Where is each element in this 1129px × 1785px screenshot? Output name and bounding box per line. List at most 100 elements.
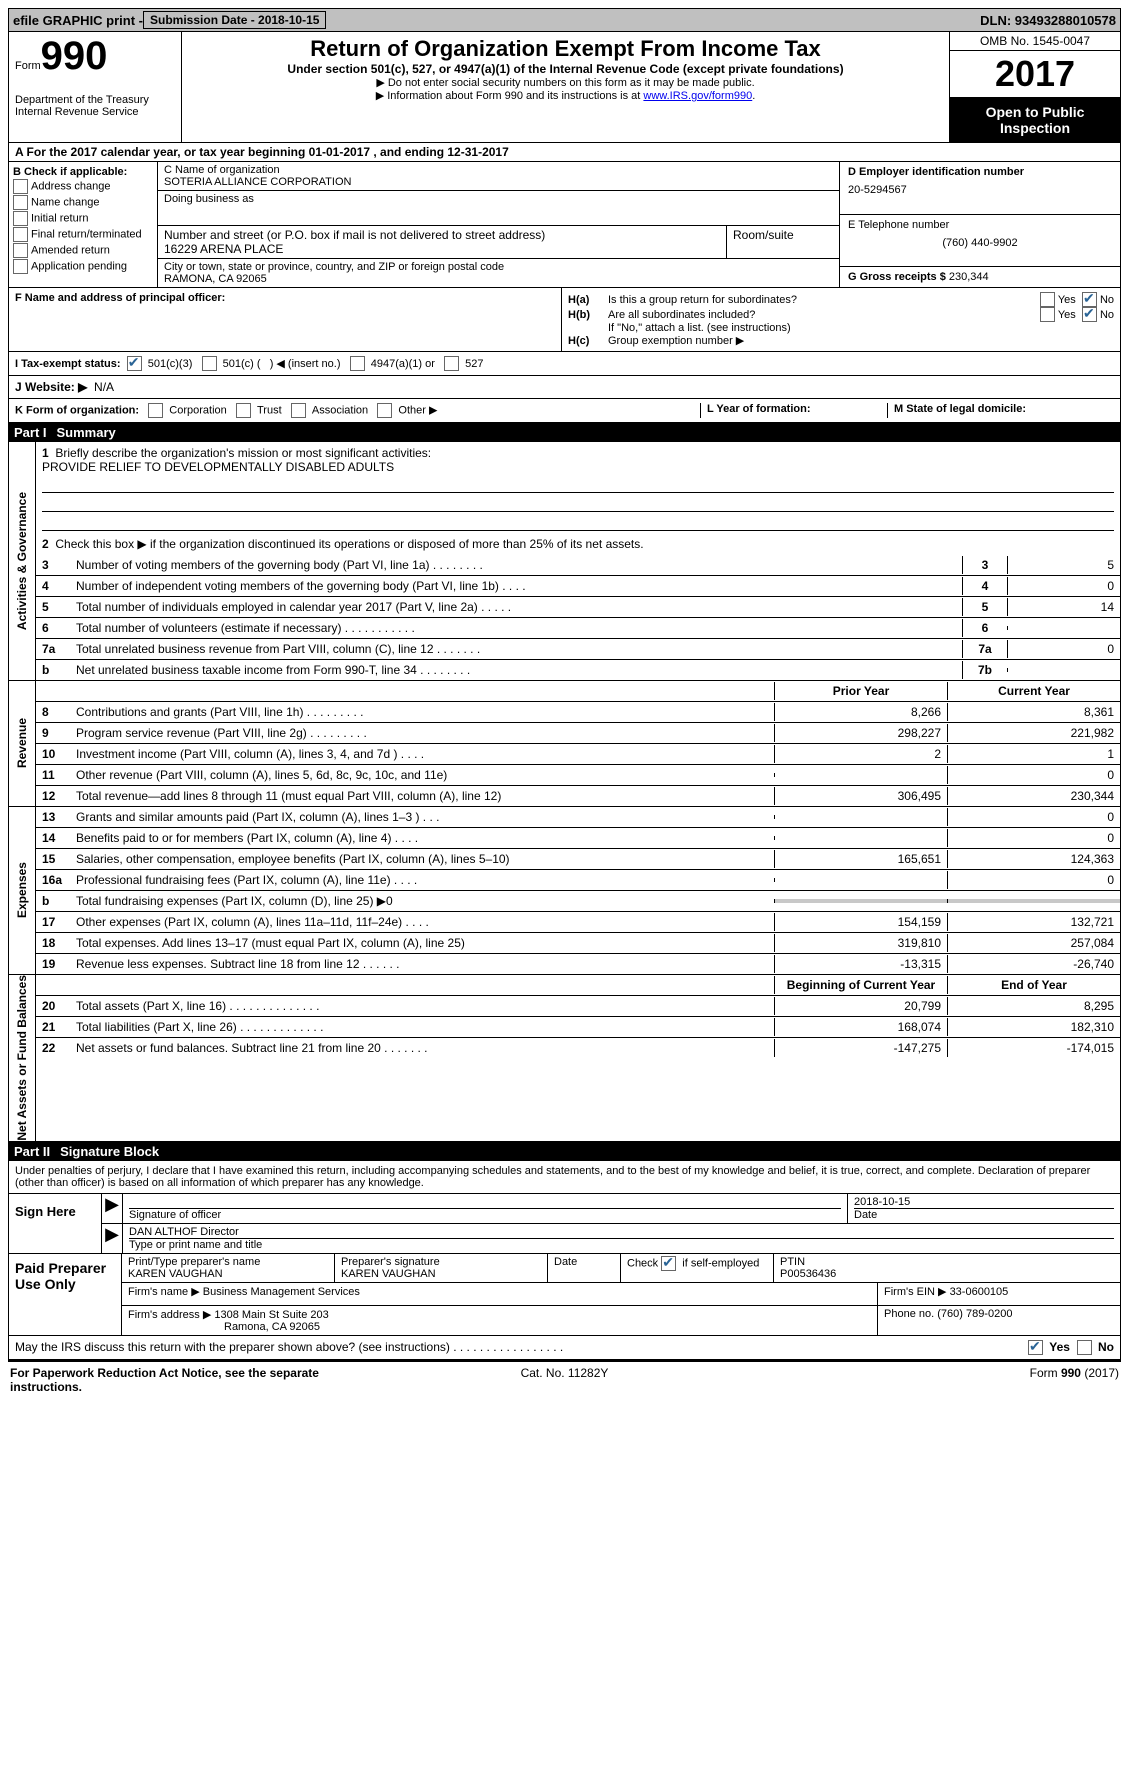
current-year-value: -174,015	[947, 1039, 1120, 1057]
cb-final-return[interactable]	[13, 227, 28, 242]
table-row: 18Total expenses. Add lines 13–17 (must …	[36, 933, 1120, 954]
prep-sig-label: Preparer's signature	[341, 1256, 541, 1268]
cb-association[interactable]	[291, 403, 306, 418]
cat-no: Cat. No. 11282Y	[380, 1366, 750, 1394]
officer-name: DAN ALTHOF Director	[129, 1226, 1114, 1239]
cb-application-pending[interactable]	[13, 259, 28, 274]
current-year-value: -26,740	[947, 955, 1120, 973]
line-num: 12	[36, 787, 72, 805]
opt-application-pending: Application pending	[31, 260, 127, 272]
prep-name: KAREN VAUGHAN	[128, 1268, 328, 1280]
part2-title: Part II	[14, 1144, 60, 1159]
table-row: 8Contributions and grants (Part VIII, li…	[36, 702, 1120, 723]
opt-final-return: Final return/terminated	[31, 228, 142, 240]
block-bcdeg: B Check if applicable: Address change Na…	[8, 162, 1121, 288]
header-note-1: ▶ Do not enter social security numbers o…	[192, 76, 939, 89]
line-desc: Net assets or fund balances. Subtract li…	[72, 1039, 774, 1057]
line-num: 10	[36, 745, 72, 763]
g-label: G Gross receipts $	[848, 271, 946, 283]
opt-501c3: 501(c)(3)	[148, 358, 193, 370]
cb-hb-yes[interactable]	[1040, 307, 1055, 322]
firm-ein: 33-0600105	[950, 1286, 1009, 1298]
line-num: 11	[36, 766, 72, 784]
cb-501c[interactable]	[202, 356, 217, 371]
hb-note: If "No," attach a list. (see instruction…	[568, 322, 1114, 334]
cb-name-change[interactable]	[13, 195, 28, 210]
hc-label: Group exemption number ▶	[608, 335, 744, 347]
row-i: I Tax-exempt status: 501(c)(3) 501(c) ( …	[8, 352, 1121, 376]
line-desc: Investment income (Part VIII, column (A)…	[72, 745, 774, 763]
cb-other[interactable]	[377, 403, 392, 418]
m-label: M State of legal domicile:	[894, 403, 1026, 415]
irs-link[interactable]: www.IRS.gov/form990	[643, 90, 752, 102]
arrow-icon: ▶	[102, 1224, 123, 1253]
cb-501c3[interactable]	[127, 356, 142, 371]
discuss-no: No	[1098, 1340, 1114, 1354]
line-box: 4	[962, 577, 1007, 595]
table-row: 15Salaries, other compensation, employee…	[36, 849, 1120, 870]
table-row: 11Other revenue (Part VIII, column (A), …	[36, 765, 1120, 786]
irs: Internal Revenue Service	[15, 106, 175, 118]
street-address: 16229 ARENA PLACE	[164, 242, 720, 256]
addr-label: Number and street (or P.O. box if mail i…	[164, 228, 720, 242]
current-year-value: 257,084	[947, 934, 1120, 952]
opt-trust: Trust	[257, 404, 282, 416]
ha-yes: Yes	[1058, 294, 1076, 306]
opt-501c-b: ) ◀ (insert no.)	[270, 357, 341, 370]
cb-527[interactable]	[444, 356, 459, 371]
cb-self-employed[interactable]	[661, 1256, 676, 1271]
org-name: SOTERIA ALLIANCE CORPORATION	[164, 176, 833, 188]
cb-discuss-no[interactable]	[1077, 1340, 1092, 1355]
cb-4947[interactable]	[350, 356, 365, 371]
firm-addr-2: Ramona, CA 92065	[128, 1321, 871, 1333]
tab-expenses: Expenses	[15, 862, 29, 918]
line-box: 3	[962, 556, 1007, 574]
firm-addr-label: Firm's address ▶	[128, 1309, 211, 1321]
table-row: bNet unrelated business taxable income f…	[36, 660, 1120, 680]
line-desc: Net unrelated business taxable income fr…	[72, 661, 962, 679]
current-year-value: 124,363	[947, 850, 1120, 868]
prior-year-value: -13,315	[774, 955, 947, 973]
cb-discuss-yes[interactable]	[1028, 1340, 1043, 1355]
form-header: Form990 Department of the Treasury Inter…	[8, 32, 1121, 143]
l-label: L Year of formation:	[707, 403, 811, 415]
part1-header: Part I Summary	[8, 423, 1121, 442]
table-row: 12Total revenue—add lines 8 through 11 (…	[36, 786, 1120, 806]
cb-ha-yes[interactable]	[1040, 292, 1055, 307]
prior-year-value: 298,227	[774, 724, 947, 742]
city-state-zip: RAMONA, CA 92065	[164, 273, 833, 285]
prep-name-label: Print/Type preparer's name	[128, 1256, 328, 1268]
line-num: 3	[36, 556, 72, 574]
cb-hb-no[interactable]	[1082, 307, 1097, 322]
hb-label: Are all subordinates included?	[608, 309, 1040, 321]
line-desc: Revenue less expenses. Subtract line 18 …	[72, 955, 774, 973]
tab-revenue: Revenue	[15, 718, 29, 768]
cb-trust[interactable]	[236, 403, 251, 418]
open-to-public: Open to Public Inspection	[950, 98, 1120, 142]
paid-preparer-label: Paid Preparer Use Only	[9, 1254, 122, 1335]
current-year-value: 182,310	[947, 1018, 1120, 1036]
table-row: 20Total assets (Part X, line 16) . . . .…	[36, 996, 1120, 1017]
efile-label: efile GRAPHIC print -	[13, 13, 143, 28]
activities-governance: Activities & Governance 1 Briefly descri…	[8, 442, 1121, 681]
part1-title: Part I	[14, 425, 57, 440]
opt-initial-return: Initial return	[31, 212, 88, 224]
line-desc: Total revenue—add lines 8 through 11 (mu…	[72, 787, 774, 805]
opt-name-change: Name change	[31, 196, 100, 208]
cb-initial-return[interactable]	[13, 211, 28, 226]
col-end-year: End of Year	[947, 976, 1120, 994]
part2-header: Part II Signature Block	[8, 1142, 1121, 1161]
line-num: 5	[36, 598, 72, 616]
table-row: 5Total number of individuals employed in…	[36, 597, 1120, 618]
cb-amended-return[interactable]	[13, 243, 28, 258]
line-num: 13	[36, 808, 72, 826]
line-box: 6	[962, 619, 1007, 637]
cb-address-change[interactable]	[13, 179, 28, 194]
room-suite-label: Room/suite	[727, 226, 839, 258]
cb-corporation[interactable]	[148, 403, 163, 418]
col-beg-year: Beginning of Current Year	[774, 976, 947, 994]
line-num: 7a	[36, 640, 72, 658]
line-desc: Number of independent voting members of …	[72, 577, 962, 595]
line-desc: Total assets (Part X, line 16) . . . . .…	[72, 997, 774, 1015]
opt-4947: 4947(a)(1) or	[371, 358, 435, 370]
